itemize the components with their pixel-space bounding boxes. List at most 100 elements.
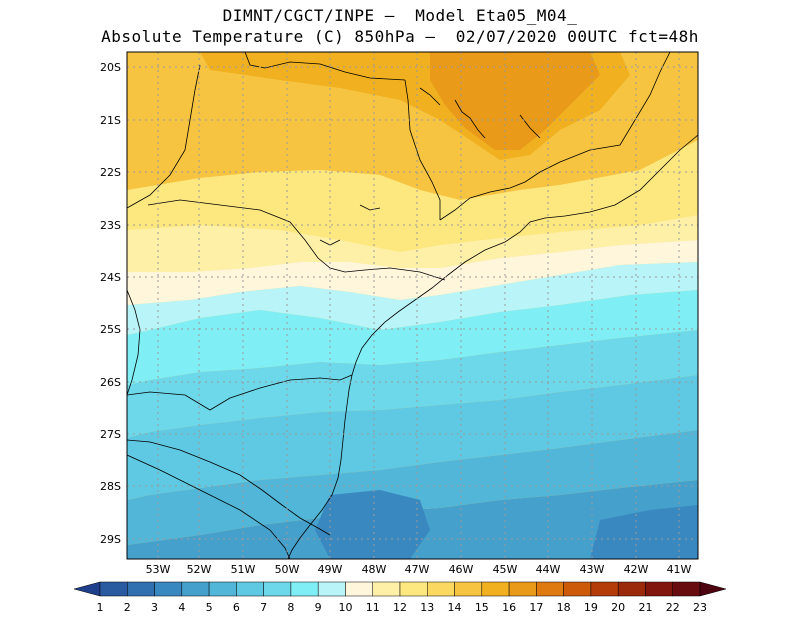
state-border-pr-sp bbox=[147, 199, 446, 281]
colorbar-swatch bbox=[127, 581, 155, 597]
colorbar-label: 8 bbox=[287, 601, 294, 614]
lon-label: 49W bbox=[318, 563, 343, 576]
lat-label: 23S bbox=[100, 219, 121, 232]
colorbar-swatch bbox=[290, 581, 319, 597]
lon-label: 50W bbox=[275, 563, 300, 576]
band-17 bbox=[430, 52, 600, 150]
colorbar-label: 16 bbox=[502, 601, 516, 614]
band-11 bbox=[127, 240, 698, 305]
colorbar-label: 7 bbox=[260, 601, 267, 614]
map-title-line1: DIMNT/CGCT/INPE – Model Eta05_M04_ bbox=[222, 6, 578, 25]
latitude-labels: 20S 21S 22S 23S 24S 25S 26S 27S 28S 29S bbox=[100, 61, 121, 546]
state-border-north bbox=[244, 52, 406, 81]
lon-label: 44W bbox=[536, 563, 561, 576]
state-border-west bbox=[127, 64, 201, 209]
reservoir-lines bbox=[319, 87, 541, 246]
colorbar-label: 17 bbox=[529, 601, 543, 614]
lat-label: 20S bbox=[100, 61, 121, 74]
colorbar-swatch bbox=[236, 581, 264, 597]
colorbar-label: 19 bbox=[584, 601, 598, 614]
colorbar-swatch bbox=[208, 581, 237, 597]
colorbar-label: 5 bbox=[206, 601, 213, 614]
lat-label: 24S bbox=[100, 271, 121, 284]
lat-label: 22S bbox=[100, 166, 121, 179]
colorbar-swatch bbox=[508, 581, 537, 597]
band-12 bbox=[127, 215, 698, 272]
country-border bbox=[127, 289, 141, 396]
colorbar-swatch bbox=[454, 581, 483, 597]
colorbar-label: 18 bbox=[557, 601, 571, 614]
colorbar: 1 2 3 4 5 6 7 8 9 10 11 12 13 14 15 16 17 18 19 20 21 22 23 bbox=[73, 581, 727, 614]
colorbar-label: 1 bbox=[97, 601, 104, 614]
band-7 bbox=[127, 375, 698, 500]
band-8 bbox=[127, 330, 698, 438]
colorbar-swatch bbox=[99, 581, 128, 597]
state-border-sc-rs bbox=[127, 439, 331, 536]
colorbar-swatch bbox=[672, 581, 701, 597]
colorbar-label: 13 bbox=[420, 601, 434, 614]
colorbar-label: 12 bbox=[393, 601, 407, 614]
colorbar-label: 3 bbox=[151, 601, 158, 614]
lat-label: 26S bbox=[100, 376, 121, 389]
colorbar-label: 14 bbox=[448, 601, 462, 614]
graticule bbox=[127, 52, 698, 559]
band-4 bbox=[315, 490, 430, 559]
colorbar-label: 9 bbox=[315, 601, 322, 614]
lon-label: 53W bbox=[146, 563, 171, 576]
colorbar-label: 4 bbox=[178, 601, 185, 614]
lon-label: 47W bbox=[405, 563, 430, 576]
colorbar-label: 2 bbox=[124, 601, 131, 614]
colorbar-label: 22 bbox=[666, 601, 680, 614]
colorbar-swatch bbox=[563, 581, 592, 597]
colorbar-swatch bbox=[263, 581, 292, 597]
state-border-mg bbox=[404, 79, 441, 220]
state-border-pr-sc bbox=[127, 374, 353, 411]
colorbar-label: 11 bbox=[366, 601, 380, 614]
lon-label: 48W bbox=[362, 563, 387, 576]
lon-label: 41W bbox=[667, 563, 692, 576]
lat-label: 29S bbox=[100, 533, 121, 546]
longitude-labels: 53W 52W 51W 50W 49W 48W 47W 46W 45W 44W … bbox=[146, 563, 692, 576]
colorbar-swatch bbox=[154, 581, 183, 597]
lon-label: 43W bbox=[580, 563, 605, 576]
lat-label: 21S bbox=[100, 114, 121, 127]
lon-label: 45W bbox=[493, 563, 518, 576]
border-rs-south bbox=[127, 454, 291, 559]
colorbar-label: 20 bbox=[611, 601, 625, 614]
band-9 bbox=[127, 290, 698, 385]
lat-label: 27S bbox=[100, 428, 121, 441]
colorbar-label: 21 bbox=[638, 601, 652, 614]
colorbar-swatch bbox=[317, 581, 346, 597]
lon-label: 46W bbox=[449, 563, 474, 576]
colorbar-label: 6 bbox=[233, 601, 240, 614]
coastline bbox=[287, 134, 698, 559]
lat-label: 28S bbox=[100, 480, 121, 493]
colorbar-arrow-high bbox=[699, 581, 727, 597]
colorbar-label: 10 bbox=[338, 601, 352, 614]
colorbar-label: 15 bbox=[475, 601, 489, 614]
lon-label: 51W bbox=[231, 563, 256, 576]
colorbar-swatch bbox=[481, 581, 510, 597]
band-4b bbox=[590, 505, 698, 559]
colorbar-swatch bbox=[590, 581, 619, 597]
state-border-sp-rj bbox=[439, 52, 671, 221]
coastline-borders bbox=[127, 52, 698, 559]
colorbar-swatch bbox=[536, 581, 564, 597]
band-10 bbox=[127, 262, 698, 335]
map-title-line2: Absolute Temperature (C) 850hPa – 02/07/… bbox=[101, 27, 699, 46]
colorbar-swatch bbox=[645, 581, 673, 597]
colorbar-label: 23 bbox=[693, 601, 707, 614]
colorbar-swatch bbox=[372, 581, 401, 597]
colorbar-swatch bbox=[181, 581, 210, 597]
band-6 bbox=[127, 430, 698, 545]
colorbar-arrow-low bbox=[73, 581, 101, 597]
lon-label: 42W bbox=[624, 563, 649, 576]
map-frame bbox=[126, 51, 699, 560]
lat-label: 25S bbox=[100, 323, 121, 336]
band-13 bbox=[127, 140, 698, 252]
temperature-field bbox=[127, 52, 698, 559]
colorbar-swatch bbox=[427, 581, 455, 597]
lon-label: 52W bbox=[187, 563, 212, 576]
colorbar-swatch bbox=[345, 581, 373, 597]
